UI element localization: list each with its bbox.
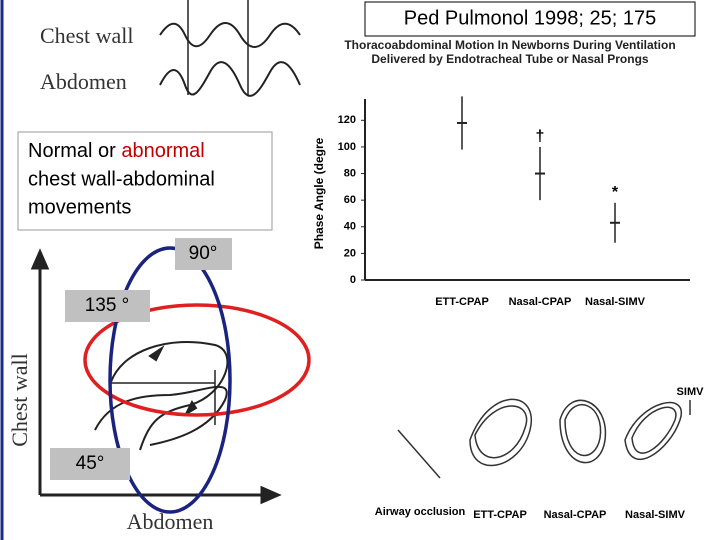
angle-box (50, 448, 130, 480)
loop-axes (30, 248, 282, 505)
x-tick-label: Nasal-SIMV (585, 296, 646, 308)
loop-figures (397, 398, 691, 479)
angle-label: 90° (189, 243, 218, 264)
angle-label: 45° (76, 453, 105, 474)
trace-label: Chest wall (40, 23, 134, 48)
y-tick-label: 0 (350, 274, 356, 286)
loop-axis-label: Chest wall (7, 353, 32, 447)
paper-title: Thoracoabdominal Motion In Newborns Duri… (344, 38, 676, 66)
traces (159, 0, 301, 97)
phase-chart: Phase Angle (degre 0 20 40 60 80 100 120 ETT-CPA… (312, 96, 690, 308)
y-tick-label: 20 (344, 247, 356, 259)
y-tick-label: 60 (344, 194, 356, 206)
paper-title-text: Thoracoabdominal Motion In Newborns Duri… (344, 38, 676, 66)
loop-label: ETT-CPAP (473, 509, 527, 521)
loop-arrow-label: SIMV (677, 386, 705, 398)
caption: movements (28, 196, 131, 218)
loop-label: Airway occlusion (375, 506, 466, 518)
caption-box (17, 131, 273, 231)
y-tick-label: 40 (344, 221, 356, 233)
angle-label: 135 ° (85, 295, 130, 316)
trace-label: Abdomen (40, 69, 127, 94)
ellipse-red (83, 303, 311, 417)
ellipse-blue (108, 246, 232, 514)
caption: Normal or abnormal (28, 140, 205, 162)
y-tick-label: 80 (344, 167, 356, 179)
y-axis-label: Phase Angle (degre (312, 137, 326, 249)
caption: chest wall-abdominal (28, 168, 215, 190)
significance-marker: * (612, 184, 619, 201)
citation-box (364, 1, 696, 37)
loop-label: Nasal-SIMV (625, 509, 686, 521)
y-tick-label: 100 (338, 141, 356, 153)
significance-marker: † (536, 128, 545, 145)
y-tick-label: 120 (338, 114, 356, 126)
x-tick-label: Nasal-CPAP (509, 296, 572, 308)
loop-label: Nasal-CPAP (544, 509, 607, 521)
x-tick-label: ETT-CPAP (435, 296, 489, 308)
angle-box (175, 238, 232, 270)
citation: Ped Pulmonol 1998; 25; 175 (404, 7, 656, 29)
angle-box (65, 290, 150, 322)
